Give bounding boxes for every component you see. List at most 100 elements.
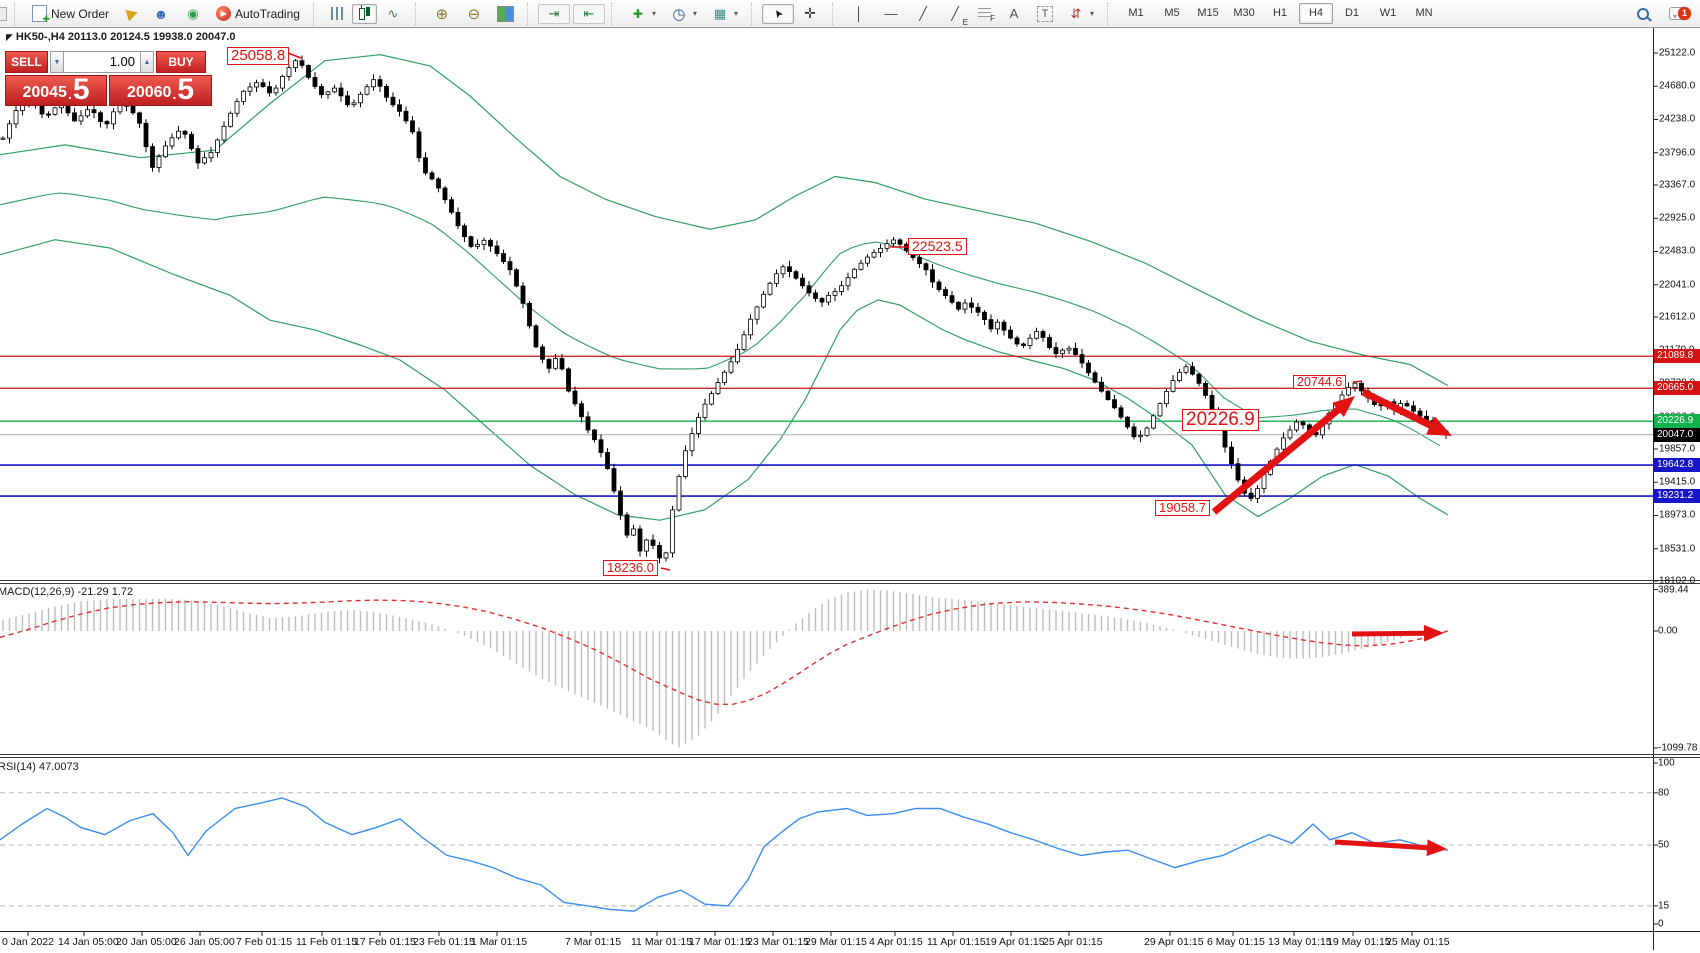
timeframe-M30[interactable]: M30: [1233, 7, 1255, 19]
timeframe-H4[interactable]: H4: [1299, 3, 1334, 24]
indicators-button[interactable]: ✚ ▾: [622, 4, 663, 24]
chevron-down-icon: ▾: [692, 9, 697, 18]
vertical-line-tool[interactable]: │: [843, 4, 875, 24]
buy-price-main: 20060: [126, 84, 172, 101]
timeframe-MN[interactable]: MN: [1415, 7, 1433, 19]
timeframe-D1[interactable]: D1: [1344, 7, 1360, 19]
chart-shift-button[interactable]: ⇤: [572, 3, 605, 24]
fibonacci-tool[interactable]: F: [971, 4, 998, 24]
annotation-price-label[interactable]: 20226.9: [1182, 409, 1259, 431]
search-icon: [1637, 7, 1649, 20]
document-plus-icon: [32, 5, 50, 25]
chevron-down-icon: ▾: [1090, 9, 1095, 18]
timeframe-M5[interactable]: M5: [1164, 7, 1180, 19]
candlestick-chart-button[interactable]: [351, 3, 377, 24]
borders-layer: [0, 28, 1700, 950]
templates-button[interactable]: ▦ ▾: [704, 4, 745, 24]
broadcast-icon: ◉: [187, 5, 199, 21]
timeframe-M1[interactable]: M1: [1128, 7, 1144, 19]
volume-input[interactable]: 1.00: [64, 51, 140, 73]
sell-price-display[interactable]: 20045 . 5: [5, 75, 107, 106]
toolbar-separator: [1107, 2, 1115, 25]
arrowhead-icon: [1423, 624, 1444, 642]
chat-button[interactable]: 1: [1662, 4, 1694, 24]
cursor-tool-button[interactable]: ➤: [762, 3, 794, 24]
symbol-ohlc-text: HK50-,H4 20113.0 20124.5 19938.0 20047.0: [15, 31, 236, 43]
bar-chart-icon: [330, 7, 345, 20]
buy-price-display[interactable]: 20060 . 5: [109, 75, 212, 106]
timeframe-M15[interactable]: M15: [1197, 7, 1219, 19]
volume-decrease-button[interactable]: ▼: [50, 51, 64, 73]
macd-layer: [0, 589, 1449, 748]
sell-button[interactable]: SELL: [5, 51, 48, 73]
chevron-down-icon: ▾: [651, 9, 656, 18]
auto-scroll-icon: ⇥: [548, 5, 560, 21]
main-toolbar: New Order ☻ ◉ ▶ AutoTrading ∿ ⊕ ⊖ ⇥ ⇤ ✚▾…: [0, 0, 1700, 28]
arrows-icon: ⇵: [1070, 5, 1082, 21]
horizontal-levels-layer: [0, 355, 1653, 497]
annotation-price-label[interactable]: 19058.7: [1155, 500, 1210, 516]
new-order-button[interactable]: New Order: [25, 4, 116, 25]
candlestick-chart-icon: [358, 4, 370, 20]
zoom-in-button[interactable]: ⊕: [426, 4, 458, 24]
auto-scroll-button[interactable]: ⇥: [537, 3, 570, 24]
timeframe-group: M1 M5 M15 M30 H1 H4 D1 W1 MN: [1118, 3, 1442, 24]
chart-window-icon: ◤: [6, 32, 13, 42]
text-tool[interactable]: A: [998, 4, 1030, 24]
sell-price-main: 20045: [22, 84, 67, 101]
cut-left-icon: [0, 5, 8, 23]
template-icon: ▦: [713, 5, 727, 21]
annotation-price-label[interactable]: 18236.0: [603, 560, 658, 576]
chart-header: ◤ HK50-,H4 20113.0 20124.5 19938.0 20047.…: [6, 31, 236, 43]
tile-windows-button[interactable]: [490, 4, 521, 24]
zoom-in-icon: ⊕: [435, 5, 449, 23]
line-chart-button[interactable]: ∿: [377, 4, 409, 24]
toolbar-separator: [312, 2, 321, 25]
annotation-arrows-layer[interactable]: [287, 52, 1452, 857]
arrowhead-icon: [1426, 416, 1452, 436]
annotation-price-label[interactable]: 22523.5: [908, 238, 967, 255]
spin-down-icon: ▼: [53, 58, 61, 66]
periods-button[interactable]: ◷ ▾: [663, 4, 704, 24]
buy-button[interactable]: BUY: [156, 51, 206, 73]
horizontal-line-icon: —: [884, 6, 898, 21]
toolbar-separator: [751, 2, 759, 25]
horizontal-line-tool[interactable]: —: [875, 4, 907, 24]
toolbar-separator: [414, 2, 423, 25]
buy-price-fraction: 5: [177, 73, 195, 106]
autotrading-button[interactable]: ▶ AutoTrading: [209, 4, 307, 24]
timeframe-H1[interactable]: H1: [1272, 7, 1288, 19]
equidistant-channel-icon: ╱ E: [951, 5, 968, 27]
annotation-price-label[interactable]: 25058.8: [227, 47, 290, 65]
signals-button[interactable]: ◉: [177, 4, 209, 24]
equidistant-channel-tool[interactable]: ╱ E: [939, 4, 971, 27]
toolbar-separator: [526, 2, 535, 25]
text-label-icon: T: [1037, 5, 1053, 22]
expert-advisor-icon: ☻: [153, 5, 169, 22]
toolbar-separator: [610, 2, 619, 25]
bar-chart-button[interactable]: [324, 4, 352, 24]
annotation-price-label[interactable]: 20744.6: [1293, 375, 1347, 389]
trend-arrow-line: [1211, 406, 1342, 515]
periods-clock-icon: ◷: [672, 5, 686, 23]
trendline-icon: ╱: [919, 5, 927, 21]
volume-increase-button[interactable]: ▲: [140, 51, 154, 73]
trendline-tool[interactable]: ╱: [907, 4, 939, 24]
sell-price-fraction: 5: [72, 73, 90, 106]
one-click-trading-panel: SELL ▼ 1.00 ▲ BUY 20045 . 5 20060 . 5: [5, 51, 214, 106]
tile-windows-icon: [496, 5, 514, 22]
arrows-tool[interactable]: ⇵ ▾: [1060, 4, 1101, 24]
zoom-out-icon: ⊖: [467, 5, 481, 23]
search-button[interactable]: [1630, 4, 1662, 24]
text-label-tool[interactable]: T: [1030, 4, 1060, 24]
crosshair-icon: ✛: [804, 5, 816, 21]
zoom-out-button[interactable]: ⊖: [458, 4, 490, 24]
expert-advisors-button[interactable]: ☻: [145, 4, 177, 24]
fibonacci-icon: F: [978, 8, 995, 23]
new-order-label: New Order: [51, 6, 110, 21]
crosshair-tool-button[interactable]: ✛: [794, 4, 826, 24]
timeframe-W1[interactable]: W1: [1379, 7, 1397, 19]
rsi-layer: [0, 792, 1653, 912]
